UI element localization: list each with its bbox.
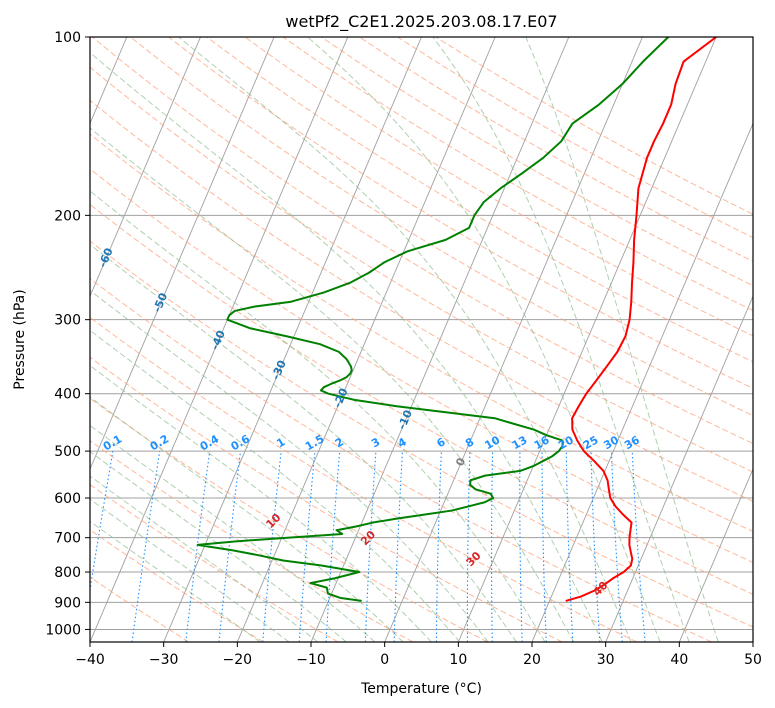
dry-adiabat-line xyxy=(90,440,414,642)
moist-adiabat-line xyxy=(90,329,461,642)
isotherm-line xyxy=(384,37,643,642)
isotherm-line xyxy=(457,37,717,642)
pressure-gridlines xyxy=(90,37,753,630)
dry-adiabat-line xyxy=(90,168,753,563)
x-tick-label: 0 xyxy=(380,652,389,668)
x-tick-label: 30 xyxy=(597,652,615,668)
moist-adiabat-lines xyxy=(90,37,719,642)
dry-adiabat-line xyxy=(90,483,339,642)
mixing-ratio-line xyxy=(185,451,211,642)
moist-adiabat-line xyxy=(432,37,690,642)
x-axis-label: Temperature (°C) xyxy=(360,681,482,697)
line-labels: -100-90-80-70-60-50-40-30-20-10010203040… xyxy=(96,246,642,599)
dewpoint-line xyxy=(196,37,669,602)
x-tick-label: 10 xyxy=(449,652,467,668)
mixing-ratio-line xyxy=(298,451,316,642)
x-tick-label: −10 xyxy=(296,652,326,668)
y-axis-label: Pressure (hPa) xyxy=(12,289,28,389)
dry-adiabat-line xyxy=(90,203,753,595)
temperature-line xyxy=(565,37,717,602)
mixing-ratio-line xyxy=(218,451,242,642)
y-tick-label: 500 xyxy=(54,444,81,460)
dry-adiabat-line xyxy=(90,316,638,642)
x-tick-label: 40 xyxy=(670,652,688,668)
moist-adiabat-line xyxy=(178,37,632,642)
moist-adiabat-line xyxy=(90,424,376,642)
y-tick-label: 1000 xyxy=(45,622,81,638)
y-tick-label: 300 xyxy=(54,313,81,329)
moist-adiabat-line xyxy=(90,51,603,642)
y-tick-label: 100 xyxy=(54,30,81,46)
isotherm-line xyxy=(678,467,753,642)
y-tick-label: 600 xyxy=(54,491,81,507)
dry-adiabat-line xyxy=(206,37,753,363)
y-tick-label: 800 xyxy=(54,565,81,581)
moist-adiabat-line xyxy=(90,475,319,642)
isotherm-line xyxy=(90,37,349,642)
x-tick-label: −30 xyxy=(149,652,179,668)
dry-adiabat-line xyxy=(90,356,563,642)
moist-adiabat-line xyxy=(90,243,517,642)
moist-adiabat-line xyxy=(525,37,719,642)
isotherm-line xyxy=(531,122,753,642)
mixing-ratio-line xyxy=(131,451,161,642)
mixing-ratio-line xyxy=(90,451,114,594)
dry-adiabat-line xyxy=(90,240,753,628)
dry-adiabat-line xyxy=(282,37,753,312)
dry-adiabat-line xyxy=(130,37,753,417)
moist-adiabat-line xyxy=(90,396,404,642)
dry-adiabat-line xyxy=(90,66,753,473)
x-tick-label: −40 xyxy=(75,652,105,668)
isotherm-line xyxy=(90,37,275,471)
moist-adiabat-line xyxy=(90,127,575,642)
mixing-ratio-lines xyxy=(90,451,646,642)
y-tick-label: 900 xyxy=(54,595,81,611)
moist-adiabat-line xyxy=(90,520,261,642)
profile-lines xyxy=(196,37,717,602)
moist-adiabat-line xyxy=(307,37,661,642)
plot-frame xyxy=(89,36,754,643)
isotherm-line xyxy=(236,37,496,642)
dry-adiabat-line xyxy=(90,397,488,642)
y-tick-label: 700 xyxy=(54,531,81,547)
isotherm-line xyxy=(163,37,422,642)
y-axis-ticks: 100 200 300 400 500 600 700 800 900 1000 xyxy=(45,30,90,638)
dry-adiabat-line xyxy=(90,133,753,533)
chart-title: wetPf2_C2E1.2025.203.08.17.E07 xyxy=(285,12,557,32)
moist-adiabat-line xyxy=(90,190,546,642)
plot-area: -100-90-80-70-60-50-40-30-20-10010203040… xyxy=(90,37,753,642)
x-tick-label: 50 xyxy=(744,652,762,668)
moist-adiabat-line xyxy=(90,364,432,642)
y-tick-label: 400 xyxy=(54,387,81,403)
moist-adiabat-line xyxy=(90,289,489,642)
x-tick-label: 20 xyxy=(523,652,541,668)
dry-adiabat-line xyxy=(90,576,190,642)
mixing-ratio-line xyxy=(262,451,282,642)
isotherm-line xyxy=(605,295,753,642)
dry-adiabat-lines xyxy=(90,37,753,642)
x-tick-label: −20 xyxy=(223,652,253,668)
y-tick-label: 200 xyxy=(54,208,81,224)
isotherm-line xyxy=(90,37,201,298)
x-axis-ticks: −40 −30 −20 −10 0 10 20 30 40 50 xyxy=(75,642,762,668)
